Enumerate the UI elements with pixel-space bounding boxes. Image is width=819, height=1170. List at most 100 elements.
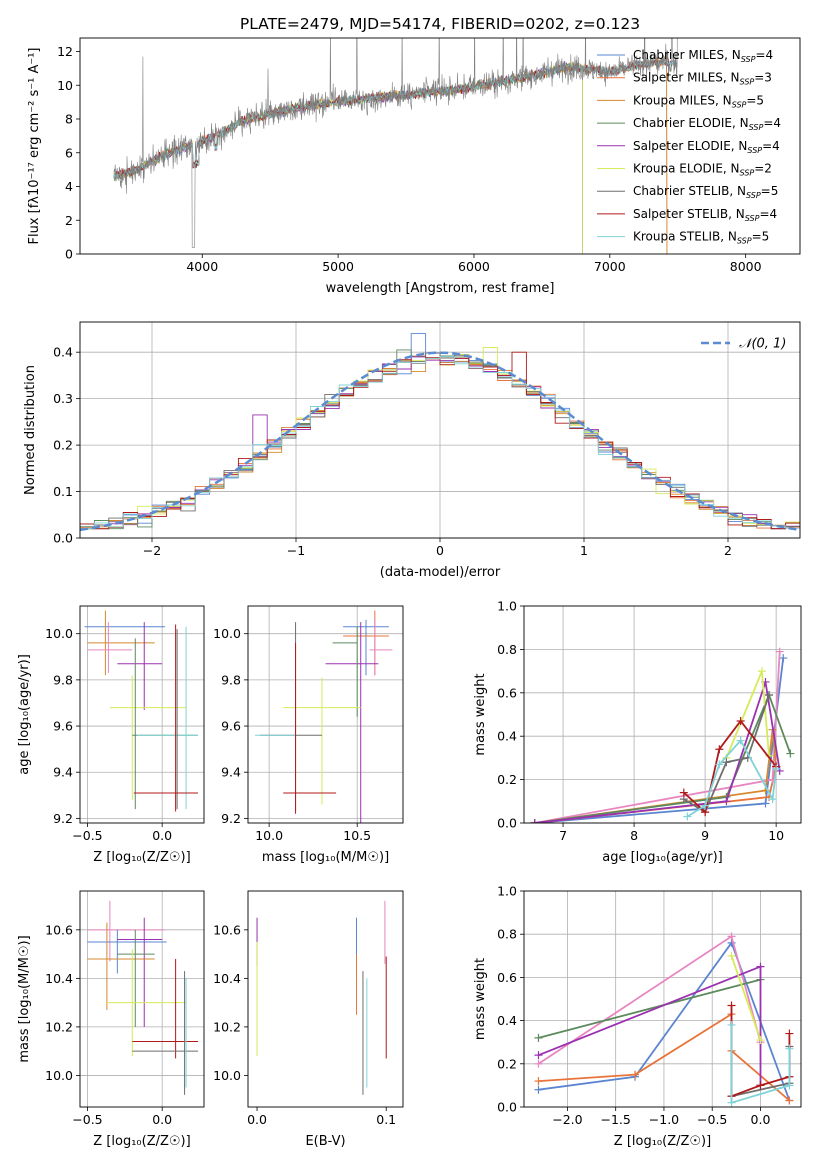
x-tick-label: 5000 [322,259,354,274]
model-line [113,60,583,254]
errorbar-point [283,677,361,805]
legend-label-main: Salpeter MILES, N [633,71,740,85]
plus-marker [727,1020,736,1029]
plus-marker [785,1096,794,1105]
plus-marker [701,801,710,810]
x-tick-label: −1.5 [601,1112,631,1127]
legend-label-sub: SSP [732,100,747,109]
plus-marker [534,1051,543,1060]
y-tick-label: 4 [65,179,73,194]
x-tick-label: 9 [701,828,709,843]
mass_vs_ebv-axes: 0.0 0.1 10.0 10.2 10.4 10.6 E(B-V) [213,890,404,1149]
legend-label: Chabrier ELODIE, NSSP=4 [633,116,781,132]
errorbar-point [343,619,389,676]
plus-marker [768,795,777,804]
y-axis-label: Normed distribution [23,365,38,495]
y-tick-label: 10.4 [213,971,241,986]
legend-label-sub: SSP [749,123,764,132]
plus-marker [722,797,731,806]
plus-marker [727,1001,736,1010]
y-tick-label: 0.8 [497,642,517,657]
errorbar-point [87,622,133,673]
legend-label-sub: SSP [746,191,761,200]
y-tick-label: 9.2 [53,811,73,826]
plus-marker [683,812,692,821]
age_vs_mass-plot-area [255,610,393,823]
y-tick-label: 1.0 [497,884,517,899]
plus-marker [534,1059,543,1068]
residuals-axes: −2 −1 0 1 2 0.0 0.1 0.2 0.3 0.4 (data-model)/error… [23,321,801,580]
massweight_vs_age-frame [523,605,802,824]
plus-marker [736,717,745,726]
plus-marker [727,1098,736,1107]
errorbar-point [106,949,187,1057]
y-tick-label: 10 [57,78,73,93]
normal-reference-curve [80,351,800,532]
y-tick-label: 0.4 [497,1013,517,1028]
legend-label-sub: SSP [741,55,756,64]
x-tick-label: 7000 [594,259,626,274]
y-tick-label: 0.1 [53,484,73,499]
legend-label-sub: SSP [737,237,752,246]
plus-marker [772,764,781,773]
plus-marker [534,1077,543,1086]
errorbar-point [132,971,199,1095]
histogram-series [80,356,800,530]
massweight_vs_Z-plot-area [534,932,794,1107]
legend-label-end: =4 [763,116,781,130]
y-tick-label: 10.2 [45,1019,73,1034]
y-tick-label: 0.8 [497,927,517,942]
massweight_vs_Z-frame [523,890,802,1108]
massweight_vs_age-axes: 7 8 9 10 0.0 0.2 0.4 0.6 0.8 1.0 age [log₁₀(age/yr… [473,599,802,865]
y-tick-label: 10.4 [45,971,73,986]
mass_vs_Z-frame [79,890,205,1108]
y-tick-label: 10.0 [45,1068,73,1083]
legend-label-end: =3 [754,71,772,85]
plus-marker [786,749,795,758]
y-tick-label: 0.3 [53,391,73,406]
y-tick-label: 0.6 [497,685,517,700]
y-tick-label: 0.0 [53,531,73,546]
mass_vs_Z-plot-area [87,900,199,1095]
model-line [113,55,668,254]
legend-label: Kroupa ELODIE, NSSP=2 [633,162,772,178]
model-line [113,63,583,254]
x-tick-label: 0.1 [376,1112,396,1127]
x-tick-label: −2 [143,543,161,558]
y-tick-label: 9.8 [53,672,73,687]
y-tick-label: 6 [65,145,73,160]
legend-label: Salpeter MILES, NSSP=3 [633,71,772,87]
observed-spectrum [113,38,678,248]
y-axis-label: mass [log₁₀(M/M☉)] [17,935,32,1062]
x-tick-label: −0.5 [72,828,102,843]
legend-label-sub: SSP [745,214,760,223]
legend-label: 𝒩(0, 1) [739,337,786,352]
x-tick-label: 0.0 [152,828,172,843]
y-tick-label: 0.4 [497,729,517,744]
legend-label-main: Chabrier ELODIE, N [633,116,749,130]
y-tick-label: 10.0 [45,626,73,641]
plus-marker [534,1033,543,1042]
x-tick-label: 0.0 [751,1112,771,1127]
plus-marker [756,962,765,971]
y-tick-label: 0.0 [497,1100,517,1115]
legend-label-main: Salpeter STELIB, N [633,207,745,221]
y-tick-label: 0.2 [497,772,517,787]
plus-marker [757,667,766,676]
x-tick-label: 0.0 [247,1112,267,1127]
x-tick-label: 1 [580,543,588,558]
x-tick-label: 10.0 [255,828,283,843]
errorbar-point [117,917,163,1027]
errorbar-point [325,622,379,823]
y-tick-label: 0.6 [497,970,517,985]
age_vs_mass-frame [247,605,404,824]
legend-label: Kroupa MILES, NSSP=5 [633,93,764,109]
errorbar-point [132,958,199,1059]
y-tick-label: 9.2 [221,811,241,826]
residuals-frame [79,321,801,539]
y-tick-label: 9.6 [53,719,73,734]
x-axis-label: E(B-V) [305,1134,345,1149]
mass_vs_Z-axes: −0.5 0.0 10.0 10.2 10.4 10.6 Z [log₁₀(Z/Z☉)] ma… [17,890,205,1149]
y-tick-label: 10.6 [213,922,241,937]
